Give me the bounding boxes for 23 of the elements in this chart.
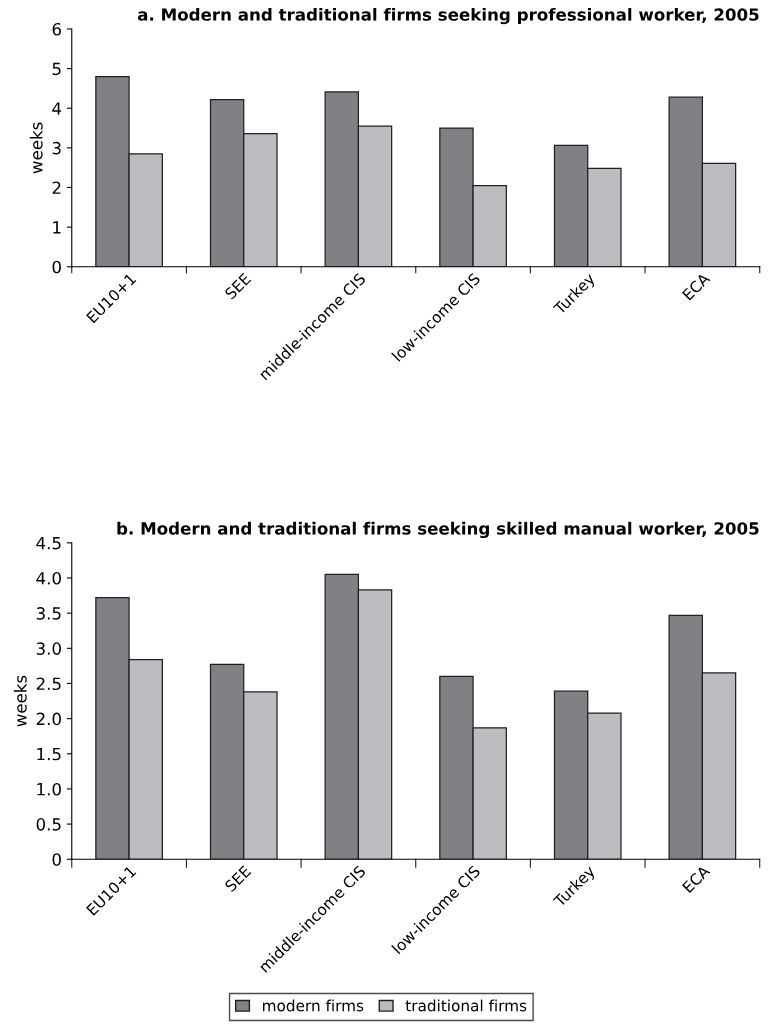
legend-label: traditional firms	[405, 999, 527, 1012]
y-tick-label: 0.5	[36, 818, 61, 831]
y-tick-label: 1	[53, 221, 61, 234]
y-tick-label: 2.0	[36, 712, 61, 726]
y-tick-label: 2	[52, 181, 61, 194]
y-tick-label: 6	[52, 22, 61, 36]
y-axis-title: weeks	[29, 122, 43, 174]
y-tick-label: 4	[52, 102, 62, 115]
legend-label: modern firms	[263, 999, 364, 1012]
y-tick-label: 0	[52, 853, 61, 866]
y-tick-label: 1.0	[37, 782, 61, 796]
y-tick-label: 5	[52, 62, 61, 76]
chart-title: b. Modern and traditional firms seeking skilled manual worker, 2005	[117, 521, 759, 539]
y-tick-label: 3.5	[36, 607, 61, 620]
y-tick-label: 0	[52, 260, 61, 274]
y-axis-title: weeks	[13, 675, 27, 727]
y-tick-label: 3.0	[36, 642, 61, 655]
y-tick-label: 2.5	[36, 677, 61, 691]
y-tick-label: 4.5	[36, 537, 61, 550]
y-tick-label: 1.5	[37, 747, 61, 761]
y-tick-label: 3	[52, 141, 61, 155]
chart-title: a. Modern and traditional firms seeking professional worker, 2005	[137, 7, 759, 25]
y-tick-label: 4.0	[36, 571, 61, 585]
